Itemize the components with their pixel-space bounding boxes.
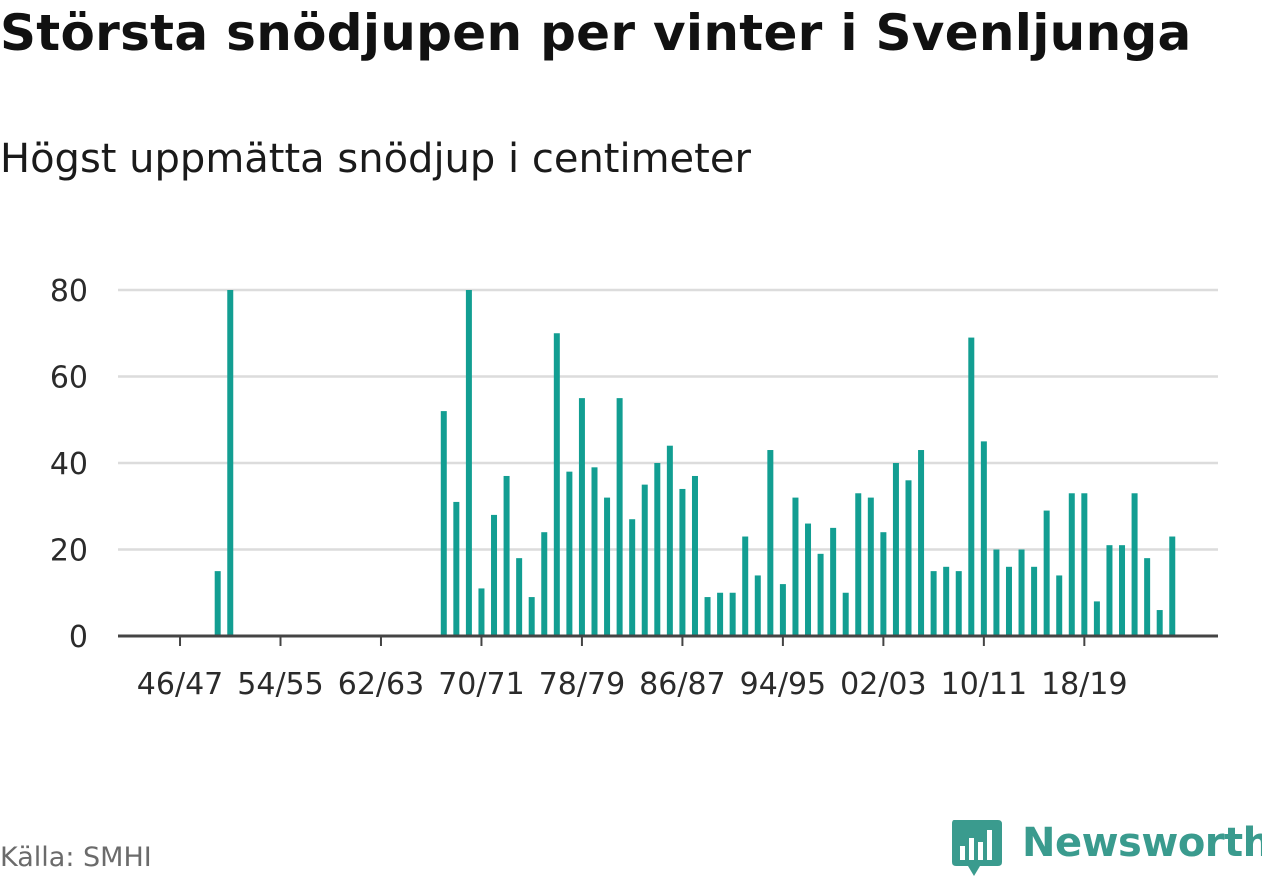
bar-2015	[1043, 510, 1050, 636]
bar-2012	[1005, 566, 1012, 636]
bar-1976	[553, 333, 560, 636]
x-tick-label-70-71: 70/71	[438, 667, 524, 702]
bar-1980	[604, 497, 611, 636]
bar-2001	[867, 497, 874, 636]
bar-1979	[591, 467, 598, 636]
x-tick-label-18-19: 18/19	[1041, 667, 1127, 702]
bar-2019	[1093, 601, 1100, 636]
x-tick-label-62-63: 62/63	[338, 667, 424, 702]
bar-1989	[717, 592, 724, 636]
bar-2013	[1018, 549, 1025, 636]
bar-2021	[1119, 545, 1126, 636]
bar-1991	[742, 536, 749, 636]
x-tick-label-78-79: 78/79	[539, 667, 625, 702]
bar-1982	[629, 519, 636, 636]
bar-1987	[691, 475, 698, 636]
bar-2022	[1131, 493, 1138, 636]
x-tick-label-86-87: 86/87	[639, 667, 725, 702]
bar-2011	[993, 549, 1000, 636]
y-tick-label-20: 20	[50, 534, 88, 569]
bar-2006	[930, 571, 937, 636]
bar-1985	[666, 445, 673, 636]
bar-1972	[503, 475, 510, 636]
x-tick-label-54-55: 54/55	[237, 667, 323, 702]
bar-2000	[855, 493, 862, 636]
bar-2024	[1156, 610, 1163, 636]
bar-1950	[227, 290, 234, 636]
bar-2003	[892, 463, 899, 636]
bar-1968	[453, 501, 460, 636]
bars	[214, 290, 1176, 636]
bar-1974	[528, 597, 535, 636]
bar-2025	[1169, 536, 1176, 636]
bar-2005	[918, 450, 925, 636]
bar-1992	[754, 575, 761, 636]
bar-1998	[830, 527, 837, 636]
bar-1949	[214, 571, 221, 636]
chart-subtitle: Högst uppmätta snödjup i centimeter	[0, 136, 751, 182]
bar-1970	[478, 588, 485, 636]
y-tick-label-0: 0	[69, 620, 88, 655]
bar-2018	[1081, 493, 1088, 636]
x-tick-label-46-47: 46/47	[137, 667, 223, 702]
bar-1984	[654, 463, 661, 636]
bar-1983	[641, 484, 648, 636]
bar-1994	[779, 584, 786, 636]
bar-2014	[1031, 566, 1038, 636]
bar-2009	[968, 337, 975, 636]
x-tick-label-02-03: 02/03	[840, 667, 926, 702]
source-note: Källa: SMHI	[0, 842, 152, 873]
bar-1981	[616, 398, 623, 636]
newsworthy-logo-icon	[952, 820, 1002, 876]
bar-1973	[516, 558, 523, 636]
y-tick-label-60: 60	[50, 361, 88, 396]
x-tick-label-94-95: 94/95	[740, 667, 826, 702]
bar-1967	[440, 411, 447, 636]
bar-2007	[943, 566, 950, 636]
bar-1986	[679, 488, 686, 636]
x-tick-label-10-11: 10/11	[941, 667, 1027, 702]
bar-1999	[842, 592, 849, 636]
bar-1995	[792, 497, 799, 636]
bar-2020	[1106, 545, 1113, 636]
y-axis-labels: 0 20 40 60 80	[50, 274, 88, 655]
bar-2016	[1056, 575, 1063, 636]
x-axis-labels: 46/47 54/55 62/63 70/71 78/79 86/87 94/95 02/03…	[137, 667, 1128, 702]
bar-chart: 0 20 40 60 80 46/47 54/55 62/63 70/71 78/79 86/87…	[50, 274, 1218, 702]
brand-logo: Newsworthy	[950, 818, 1262, 876]
bar-2017	[1068, 493, 1075, 636]
bar-1978	[578, 398, 585, 636]
chart-title: Största snödjupen per vinter i Svenljung…	[0, 4, 1192, 62]
bar-1993	[767, 450, 774, 636]
x-axis-ticks	[179, 636, 1086, 646]
bar-1997	[817, 553, 824, 636]
bar-1969	[465, 290, 472, 636]
bar-1975	[541, 532, 548, 636]
y-tick-label-80: 80	[50, 274, 88, 309]
bar-1977	[566, 471, 573, 636]
bar-1996	[805, 523, 812, 636]
bar-2004	[905, 480, 912, 636]
brand-name: Newsworthy	[1022, 820, 1262, 866]
bar-2023	[1144, 558, 1151, 636]
y-tick-label-40: 40	[50, 447, 88, 482]
bar-1990	[729, 592, 736, 636]
bar-1988	[704, 597, 711, 636]
bar-2008	[955, 571, 962, 636]
bar-2002	[880, 532, 887, 636]
bar-2010	[980, 441, 987, 636]
bar-1971	[491, 514, 498, 636]
